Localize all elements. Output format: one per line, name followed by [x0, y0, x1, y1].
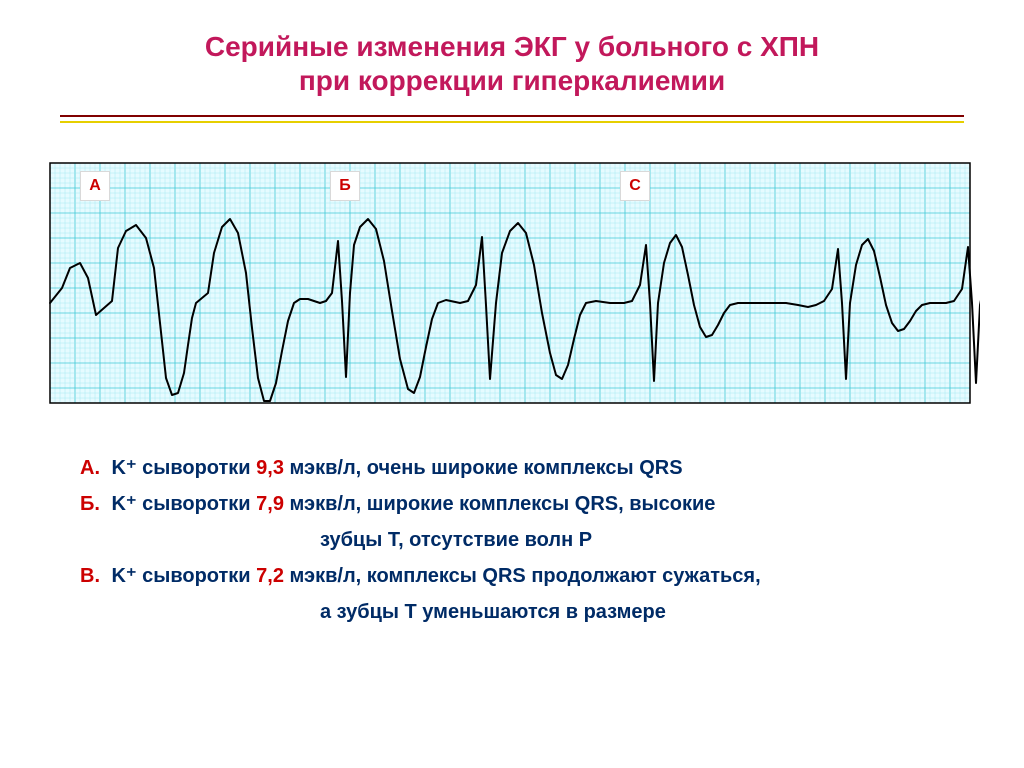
legend-item-continuation: зубцы Т, отсутствие волн Р	[320, 525, 944, 555]
legend-value: 9,3	[256, 457, 284, 479]
slide: Серийные изменения ЭКГ у больного с ХПН …	[0, 0, 1024, 768]
legend-prefix: K⁺ сыворотки	[106, 565, 256, 587]
legend-prefix: K⁺ сыворотки	[106, 457, 256, 479]
legend-suffix: мэкв/л, широкие комплексы QRS, высокие	[284, 493, 715, 515]
ecg-svg	[40, 153, 980, 413]
legend-key: Б.	[80, 489, 106, 519]
legend-value: 7,2	[256, 565, 284, 587]
legend-value: 7,9	[256, 493, 284, 515]
legend-suffix: мэкв/л, комплексы QRS продолжают сужатьс…	[284, 565, 761, 587]
ecg-section-label: А	[80, 171, 110, 201]
ecg-section-label: Б	[330, 171, 360, 201]
legend-item-continuation: а зубцы Т уменьшаются в размере	[320, 597, 944, 627]
legend-item: А. K⁺ сыворотки 9,3 мэкв/л, очень широки…	[80, 453, 944, 483]
legend-suffix: мэкв/л, очень широкие комплексы QRS	[284, 457, 683, 479]
divider	[60, 115, 964, 123]
legend: А. K⁺ сыворотки 9,3 мэкв/л, очень широки…	[80, 453, 944, 633]
ecg-section-label: С	[620, 171, 650, 201]
legend-key: В.	[80, 561, 106, 591]
ecg-chart: АБС	[40, 153, 984, 413]
divider-bottom	[60, 121, 964, 123]
slide-title: Серийные изменения ЭКГ у больного с ХПН …	[40, 30, 984, 97]
legend-item: Б. K⁺ сыворотки 7,9 мэкв/л, широкие комп…	[80, 489, 944, 519]
title-line-2: при коррекции гиперкалиемии	[40, 64, 984, 98]
title-line-1: Серийные изменения ЭКГ у больного с ХПН	[40, 30, 984, 64]
legend-key: А.	[80, 453, 106, 483]
legend-item: В. K⁺ сыворотки 7,2 мэкв/л, комплексы QR…	[80, 561, 944, 591]
legend-prefix: K⁺ сыворотки	[106, 493, 256, 515]
divider-top	[60, 115, 964, 117]
